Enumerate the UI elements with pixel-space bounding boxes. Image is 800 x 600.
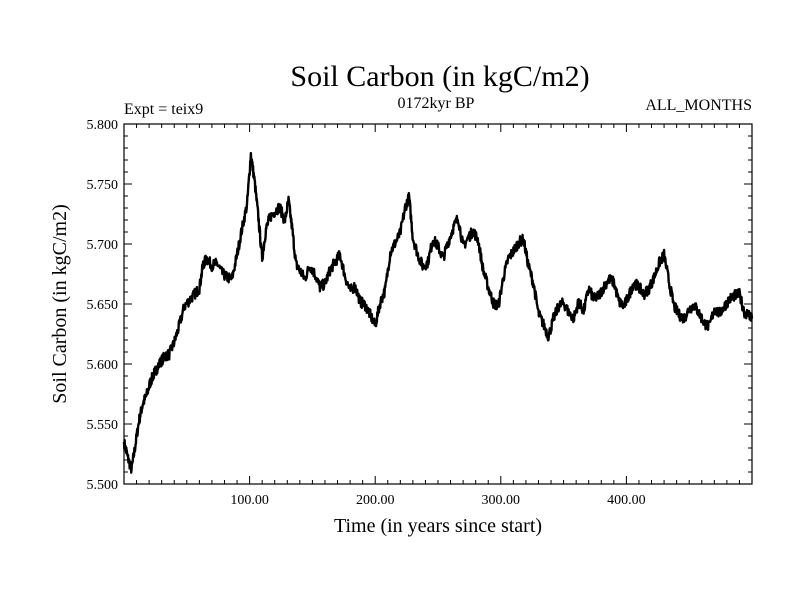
x-tick-label: 400.00 xyxy=(607,493,646,508)
series-line xyxy=(122,151,754,474)
chart-title: Soil Carbon (in kgC/m2) xyxy=(290,60,589,93)
plot-frame xyxy=(123,123,753,485)
y-tick-label: 5.550 xyxy=(87,418,119,433)
x-tick-label: 300.00 xyxy=(482,493,521,508)
minor-ticks xyxy=(124,124,752,484)
experiment-label: Expt = teix9 xyxy=(124,101,203,118)
y-tick-label: 5.800 xyxy=(87,118,119,133)
x-tick-label: 200.00 xyxy=(356,493,395,508)
x-tick-label: 100.00 xyxy=(230,493,269,508)
x-axis-label: Time (in years since start) xyxy=(334,515,542,537)
period-label: 0172kyr BP xyxy=(398,95,475,112)
y-tick-label: 5.700 xyxy=(87,238,119,253)
y-tick-label: 5.750 xyxy=(87,178,119,193)
y-axis: 5.500 5.550 5.600 5.650 5.700 5.750 5.800 xyxy=(87,118,119,493)
months-label: ALL_MONTHS xyxy=(645,97,752,114)
y-tick-label: 5.600 xyxy=(87,358,119,373)
y-axis-label: Soil Carbon (in kgC/m2) xyxy=(49,204,71,403)
y-tick-label: 5.500 xyxy=(87,478,119,493)
x-axis: 100.00 200.00 300.00 400.00 xyxy=(230,493,645,508)
y-tick-label: 5.650 xyxy=(87,298,119,313)
